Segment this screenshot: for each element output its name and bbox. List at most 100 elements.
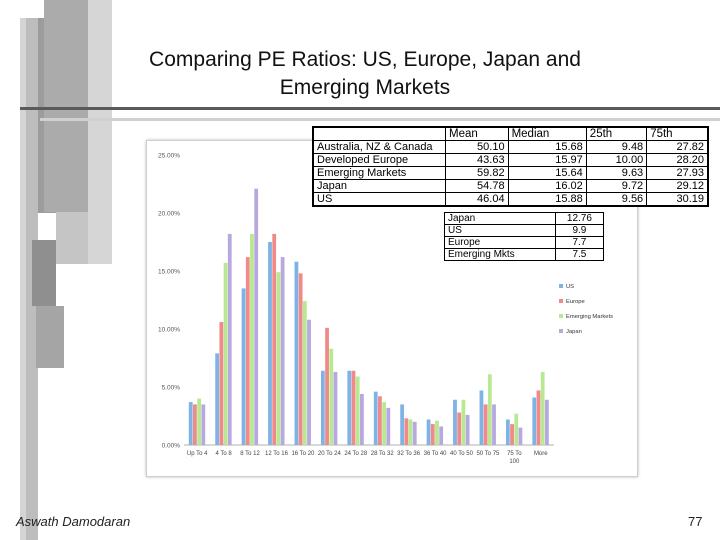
legend-label: US xyxy=(566,284,574,290)
median-table-value: 7.7 xyxy=(554,236,605,249)
x-tick-label: 16 To 20 xyxy=(291,451,315,457)
bar-emerging-markets xyxy=(355,376,360,445)
decor-bar-7 xyxy=(36,306,64,368)
x-tick-label: 24 To 28 xyxy=(344,451,368,457)
bar-us xyxy=(532,397,537,445)
median-table-value: 9.9 xyxy=(554,224,605,237)
table-cell-75th: 30.19 xyxy=(646,192,709,207)
bar-emerging-markets xyxy=(514,413,519,445)
x-tick-label: 4 To 8 xyxy=(216,451,233,457)
bar-us xyxy=(188,402,193,445)
y-tick-label: 15.00% xyxy=(158,269,180,276)
bar-us xyxy=(347,370,352,445)
title-divider xyxy=(20,107,720,110)
table-row: Emerging Mkts 7.5 xyxy=(444,248,605,261)
legend-swatch xyxy=(559,329,563,333)
table-cell-75th: 27.82 xyxy=(646,140,709,154)
legend-swatch xyxy=(559,314,563,318)
bar-europe xyxy=(404,418,409,445)
table-cell-25th: 9.56 xyxy=(585,192,648,207)
x-tick-label: More xyxy=(534,451,548,457)
bar-europe xyxy=(219,322,224,445)
table-cell-75th: 27.93 xyxy=(646,166,709,180)
summary-table-header: Median xyxy=(507,126,587,141)
bar-europe xyxy=(378,396,382,445)
x-tick-label: 100 xyxy=(509,459,520,465)
bar-emerging-markets xyxy=(461,399,466,445)
bar-emerging-markets xyxy=(223,262,228,445)
table-cell-mean: 54.78 xyxy=(445,179,509,193)
bar-japan xyxy=(465,414,470,445)
bar-emerging-markets xyxy=(250,233,254,445)
bar-emerging-markets xyxy=(487,374,492,445)
y-tick-label: 0.00% xyxy=(162,443,181,450)
bar-europe xyxy=(272,233,277,445)
table-cell-mean: 46.04 xyxy=(445,192,509,207)
page-number: 77 xyxy=(688,514,703,529)
decor-bar-8 xyxy=(88,0,112,264)
summary-table-header: Mean xyxy=(445,126,509,141)
decor-bar-6 xyxy=(32,240,56,306)
bar-europe xyxy=(536,390,541,445)
summary-table: Mean Median 25th 75th Australia, NZ & Ca… xyxy=(312,126,709,207)
x-tick-label: 36 To 40 xyxy=(424,451,448,457)
legend-swatch xyxy=(559,299,563,303)
table-cell-mean: 59.82 xyxy=(445,166,509,180)
table-row: Japan 12.76 xyxy=(444,212,605,225)
table-cell-25th: 9.72 xyxy=(585,179,648,193)
y-tick-label: 20.00% xyxy=(158,211,180,218)
table-cell-region: Developed Europe xyxy=(312,153,446,167)
bar-japan xyxy=(227,233,232,445)
bar-japan xyxy=(333,371,338,445)
median-table-region: Japan xyxy=(444,212,556,225)
bar-europe xyxy=(245,257,250,445)
bar-us xyxy=(453,399,457,445)
bar-us xyxy=(479,390,484,445)
summary-table-header-row: Mean Median 25th 75th xyxy=(312,126,709,141)
table-row: Japan 54.78 16.02 9.72 29.12 xyxy=(312,179,709,193)
bar-europe xyxy=(510,424,514,445)
bar-europe xyxy=(483,404,488,445)
table-cell-median: 15.68 xyxy=(507,140,587,154)
table-cell-25th: 9.48 xyxy=(585,140,648,154)
bar-europe xyxy=(351,370,356,445)
bar-japan xyxy=(201,404,206,445)
table-cell-75th: 29.12 xyxy=(646,179,709,193)
table-cell-region: US xyxy=(312,192,446,207)
table-row: Australia, NZ & Canada 50.10 15.68 9.48 … xyxy=(312,140,709,154)
summary-table-header: 25th xyxy=(585,126,648,141)
bar-japan xyxy=(518,427,523,445)
bar-japan xyxy=(280,257,285,445)
y-tick-label: 25.00% xyxy=(158,153,180,160)
decor-bar-4 xyxy=(44,0,88,212)
bar-emerging-markets xyxy=(382,402,387,445)
median-table-value: 12.76 xyxy=(554,212,605,225)
x-tick-label: 75 To xyxy=(507,451,522,457)
bar-emerging-markets xyxy=(197,398,202,445)
bar-japan xyxy=(544,399,549,445)
table-cell-region: Emerging Markets xyxy=(312,166,446,180)
bar-us xyxy=(373,391,378,445)
decor-bar-1 xyxy=(20,18,26,540)
table-row: US 9.9 xyxy=(444,224,605,237)
bar-emerging-markets xyxy=(302,301,307,445)
author-name: Aswath Damodaran xyxy=(16,514,131,529)
median-table-value: 7.5 xyxy=(554,248,605,261)
median-table-region: Emerging Mkts xyxy=(444,248,556,261)
y-tick-label: 5.00% xyxy=(162,385,181,392)
bar-japan xyxy=(412,421,417,445)
table-row: US 46.04 15.88 9.56 30.19 xyxy=(312,192,709,207)
bar-us xyxy=(215,353,220,445)
table-row: Europe 7.7 xyxy=(444,236,605,249)
x-tick-label: 32 To 36 xyxy=(397,451,421,457)
median-table-region: Europe xyxy=(444,236,556,249)
table-cell-region: Australia, NZ & Canada xyxy=(312,140,446,154)
x-tick-label: 20 To 24 xyxy=(318,451,342,457)
slide-title-line1: Comparing PE Ratios: US, Europe, Japan a… xyxy=(149,48,581,71)
x-tick-label: 12 To 16 xyxy=(265,451,289,457)
x-tick-label: 40 To 50 xyxy=(450,451,474,457)
bar-japan xyxy=(492,404,496,445)
table-cell-median: 16.02 xyxy=(507,179,587,193)
table-cell-25th: 9.63 xyxy=(585,166,648,180)
table-row: Developed Europe 43.63 15.97 10.00 28.20 xyxy=(312,153,709,167)
